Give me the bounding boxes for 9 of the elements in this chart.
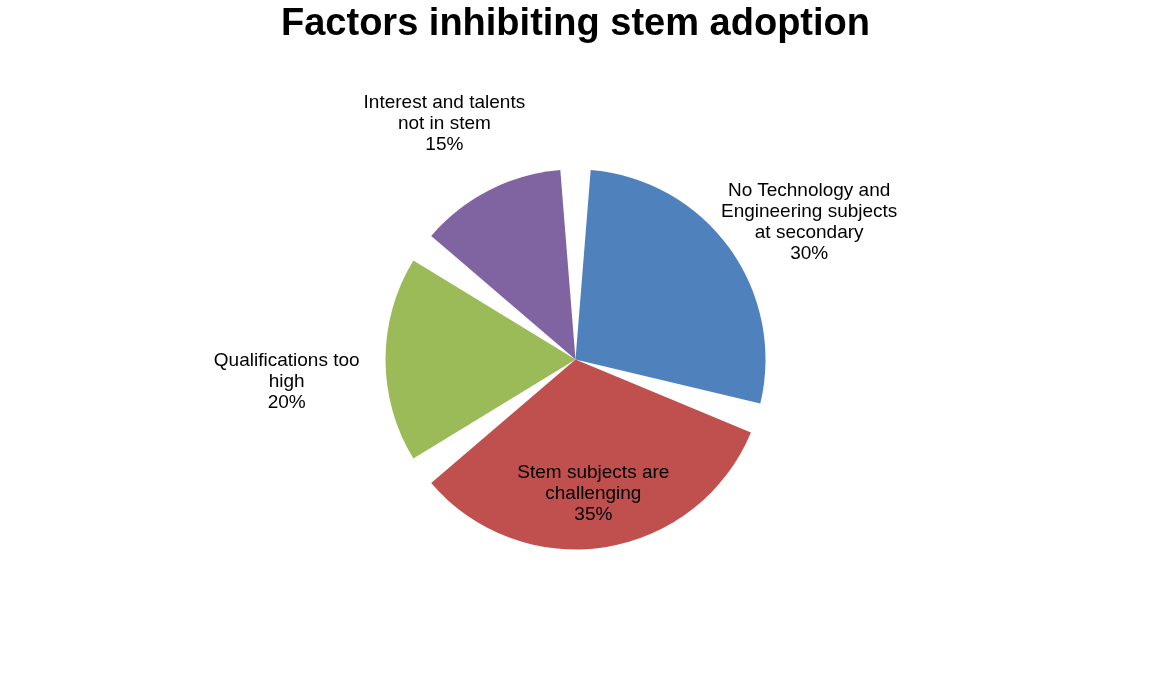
data-label: 20%: [267, 390, 306, 412]
data-label: 30%: [790, 241, 829, 263]
data-label: 15%: [425, 133, 464, 155]
slice-label: No Technology and Engineering subjects at secondary: [720, 178, 898, 242]
slice-label: Qualifications too high: [213, 348, 360, 391]
chart-title: Factors inhibiting stem adoption: [281, 1, 870, 43]
slice-label: Interest and talents not in stem: [363, 91, 526, 134]
data-label: 35%: [574, 503, 613, 525]
slice-label: Stem subjects are challenging: [517, 461, 670, 504]
